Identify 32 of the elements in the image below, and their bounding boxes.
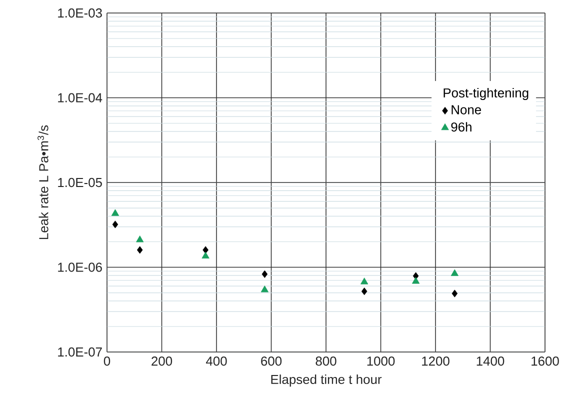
legend-label: None [452,105,482,114]
x-tick-label: 200 [152,356,172,366]
point [412,277,420,284]
y-tick-label: 1.0E-05 [58,178,102,188]
y-tick-label: 1.0E-03 [58,8,102,18]
x-tick-label: 0 [104,356,110,366]
x-tick-label: 1400 [476,356,504,366]
point [112,220,118,228]
point [452,290,458,298]
x-axis-title: Elapsed time t hour [271,374,382,387]
x-tick-label: 400 [206,356,227,366]
point [260,286,269,292]
legend-title: Post-tightening [444,88,528,100]
x-tick-label: 600 [261,356,282,366]
point [111,209,120,216]
x-tick-label: 1600 [532,356,559,366]
y-axis-title: Leak rate L Pa•m$^{3}$/s [38,125,48,240]
y-tick-label: 1.0E-04 [58,93,102,102]
point [202,246,208,254]
y-tick-label: 1.0E-06 [58,262,102,272]
legend-label: 96h [451,122,472,132]
point [361,288,368,296]
point [136,236,144,242]
y-tick-label: 1.0E-07 [58,347,102,357]
x-tick-label: 1000 [367,356,395,366]
x-tick-label: 800 [316,356,336,366]
point [136,246,143,254]
point [202,252,210,258]
point [450,269,458,276]
point [360,278,368,284]
point [262,270,268,278]
x-tick-label: 1200 [422,356,450,366]
